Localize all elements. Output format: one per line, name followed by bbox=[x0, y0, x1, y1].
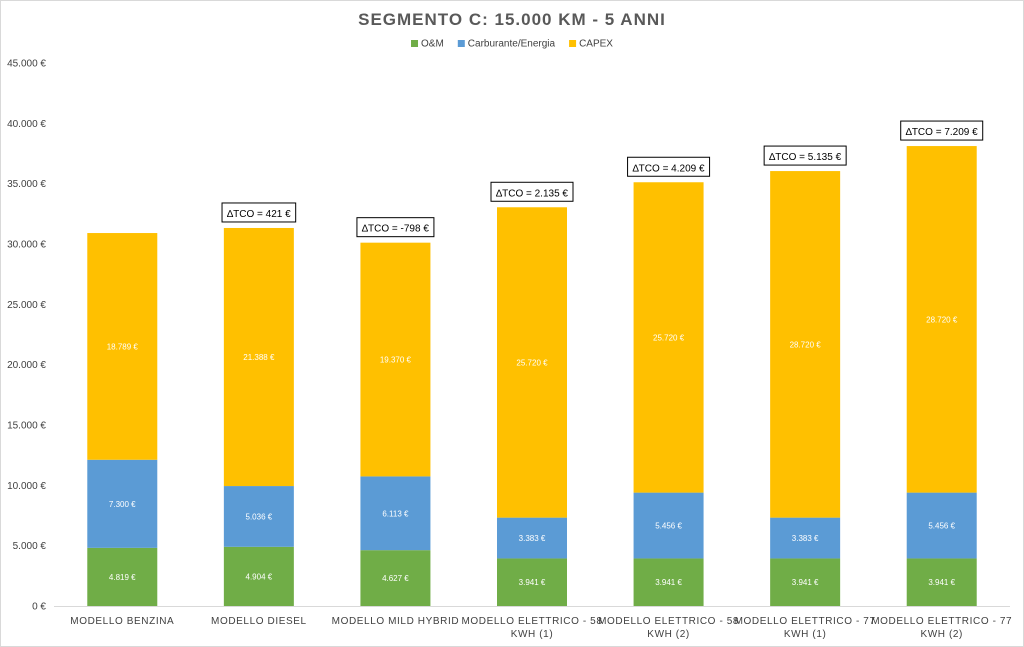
y-tick-label: 15.000 € bbox=[7, 421, 46, 432]
bar-segment bbox=[497, 207, 567, 518]
x-tick-label: KWH (2) bbox=[920, 629, 963, 640]
x-axis: MODELLO BENZINA MODELLO DIESEL MODELLO MIL… bbox=[54, 606, 1012, 640]
bar-segment bbox=[906, 492, 977, 559]
data-label: 5.036 € bbox=[246, 512, 273, 521]
tco-annotation-box bbox=[221, 202, 297, 223]
tco-annotation-box bbox=[490, 181, 574, 202]
y-tick-label: 40.000 € bbox=[7, 119, 46, 130]
tco-annotation-box bbox=[356, 217, 435, 238]
y-tick-label: 45.000 € bbox=[7, 59, 46, 70]
data-label: 4.819 € bbox=[109, 573, 136, 582]
tco-annotation-box bbox=[763, 145, 847, 166]
bar-segment bbox=[906, 146, 977, 493]
x-tick-label: KWH (2) bbox=[647, 629, 690, 640]
x-tick-label: MODELLO BENZINA bbox=[70, 616, 174, 627]
y-tick-label: 0 € bbox=[32, 602, 46, 613]
data-label: 28.720 € bbox=[790, 340, 822, 349]
x-tick-label: MODELLO ELETTRICO - 58 bbox=[598, 616, 739, 627]
y-tick-label: 25.000 € bbox=[7, 300, 46, 311]
x-tick-label: KWH (1) bbox=[784, 629, 827, 640]
legend-label: O&M bbox=[421, 39, 444, 50]
x-tick-label: KWH (1) bbox=[511, 629, 554, 640]
legend-swatch bbox=[457, 40, 465, 47]
tco-annotation: ∆TCO = 7.209 € bbox=[906, 127, 978, 138]
bar-segment bbox=[633, 558, 704, 606]
bar-segment bbox=[497, 558, 567, 606]
tco-annotation-box bbox=[627, 156, 711, 177]
data-label: 5.456 € bbox=[655, 522, 682, 531]
bar-segment bbox=[633, 182, 704, 493]
data-label: 21.388 € bbox=[243, 353, 275, 362]
bar-segment bbox=[770, 171, 841, 518]
chart-title: SEGMENTO C: 15.000 KM - 5 ANNI bbox=[358, 10, 666, 29]
legend-swatch bbox=[411, 40, 419, 47]
tco-annotation: ∆TCO = 5.135 € bbox=[769, 152, 841, 163]
data-label: 3.383 € bbox=[519, 534, 546, 543]
data-label: 4.627 € bbox=[382, 574, 409, 583]
legend: O&M Carburante/Energia CAPEX bbox=[411, 39, 613, 50]
legend-item: Carburante/Energia bbox=[457, 39, 556, 50]
x-tick-label: MODELLO DIESEL bbox=[211, 616, 307, 627]
y-tick-label: 10.000 € bbox=[7, 481, 46, 492]
x-tick-label: MODELLO ELETTRICO - 58 bbox=[461, 616, 602, 627]
x-tick-label: MODELLO ELETTRICO - 77 bbox=[871, 616, 1012, 627]
bar-segment bbox=[87, 233, 158, 460]
tco-annotation: ∆TCO = 421 € bbox=[227, 209, 291, 220]
bar-segment bbox=[770, 558, 841, 606]
data-label: 6.113 € bbox=[382, 509, 409, 518]
y-tick-label: 30.000 € bbox=[7, 240, 46, 251]
bar-segment bbox=[770, 517, 841, 559]
tco-annotation: ∆TCO = -798 € bbox=[362, 224, 429, 235]
bar-segment bbox=[87, 547, 158, 606]
bar-segment bbox=[360, 550, 431, 606]
data-label: 3.383 € bbox=[792, 534, 819, 543]
data-label: 4.904 € bbox=[246, 572, 273, 581]
tco-annotation: ∆TCO = 2.135 € bbox=[496, 188, 568, 199]
legend-swatch bbox=[569, 40, 577, 47]
data-label: 19.370 € bbox=[380, 356, 412, 365]
y-tick-label: 35.000 € bbox=[7, 179, 46, 190]
x-tick-label: MODELLO ELETTRICO - 77 bbox=[735, 616, 876, 627]
bar-segment bbox=[497, 517, 567, 559]
data-label: 3.941 € bbox=[655, 578, 682, 587]
bar-segment bbox=[223, 546, 294, 606]
data-label: 25.720 € bbox=[516, 358, 548, 367]
data-label: 3.941 € bbox=[928, 578, 955, 587]
legend-label: CAPEX bbox=[579, 39, 613, 50]
data-label: 3.941 € bbox=[519, 578, 546, 587]
bar-segment bbox=[906, 558, 977, 606]
bar-segment bbox=[223, 486, 294, 547]
bar-segment bbox=[87, 459, 158, 548]
legend-item: O&M bbox=[411, 39, 444, 50]
bars: 4.819 € 7.300 € 18.789 € 4.904 € 5.036 € 21.3… bbox=[87, 146, 977, 606]
y-tick-label: 5.000 € bbox=[13, 541, 47, 552]
y-tick-label: 20.000 € bbox=[7, 360, 46, 371]
data-label: 25.720 € bbox=[653, 333, 685, 342]
tco-annotation: ∆TCO = 4.209 € bbox=[633, 163, 705, 174]
y-axis: 0 € 5.000 € 10.000 € 15.000 € 20.000 € 25.000… bbox=[7, 59, 46, 613]
data-label: 3.941 € bbox=[792, 578, 819, 587]
bar-segment bbox=[633, 492, 704, 559]
bar-segment bbox=[360, 242, 431, 477]
legend-label: Carburante/Energia bbox=[468, 39, 556, 50]
data-label: 5.456 € bbox=[928, 522, 955, 531]
tco-annotation-box bbox=[900, 120, 984, 141]
bar-segment bbox=[360, 476, 431, 551]
annotations: ∆TCO = 421 € ∆TCO = -798 € ∆TCO = 2.135 € ∆… bbox=[221, 120, 984, 238]
legend-item: CAPEX bbox=[569, 39, 613, 50]
data-label: 18.789 € bbox=[107, 342, 139, 351]
data-label: 7.300 € bbox=[109, 500, 136, 509]
x-tick-label: MODELLO MILD HYBRID bbox=[332, 616, 460, 627]
bar-segment bbox=[223, 227, 294, 487]
data-label: 28.720 € bbox=[926, 315, 958, 324]
